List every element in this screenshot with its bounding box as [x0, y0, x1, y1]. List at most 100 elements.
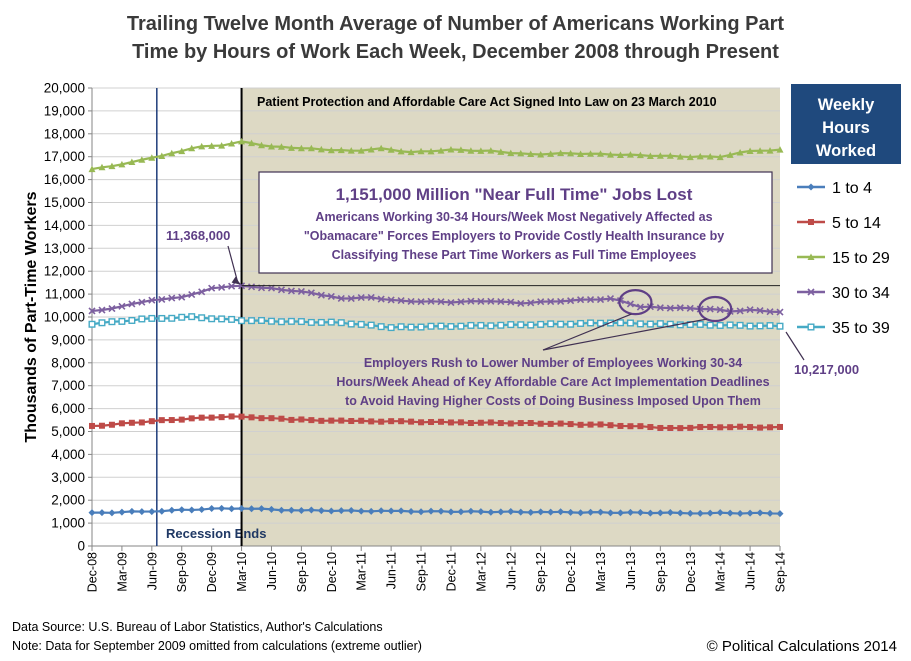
legend-35-to-39-label: 35 to 39 — [832, 320, 890, 337]
series-30-to-34-point — [88, 307, 96, 315]
series-1-to-4-point — [567, 508, 575, 516]
series-5-to-14-point — [398, 418, 405, 425]
series-1-to-4-point — [118, 508, 126, 516]
series-30-to-34-point — [527, 299, 535, 307]
series-1-to-4-point — [606, 509, 614, 517]
series-30-to-34-point — [188, 291, 196, 299]
callout-body-line: Classifying These Part Time Workers as F… — [332, 248, 697, 262]
series-15-to-29-point — [208, 142, 216, 149]
series-1-to-4-point — [267, 505, 275, 513]
series-35-to-39-point — [497, 321, 505, 329]
series-1-to-4-point — [776, 510, 784, 518]
series-1-to-4-point — [138, 508, 146, 516]
legend-30-to-34-label: 30 to 34 — [832, 285, 890, 302]
series-30-to-34-point — [357, 293, 365, 302]
series-1-to-4-point — [756, 509, 764, 517]
series-5-to-14-point — [128, 419, 135, 426]
series-1-to-4-point — [228, 505, 236, 513]
series-30-to-34-point — [656, 304, 664, 312]
x-tick-label: Jun-10 — [265, 552, 279, 590]
series-15-to-29-point — [557, 149, 565, 157]
series-1-to-4-point — [547, 508, 555, 516]
series-15-to-29-point — [228, 140, 236, 147]
series-5-to-14-point — [258, 415, 265, 422]
series-15-to-29-point — [198, 142, 206, 150]
y-tick-label: 12,000 — [44, 264, 85, 279]
y-tick-label: 20,000 — [44, 81, 85, 96]
series-5-to-14-point — [577, 421, 584, 428]
series-5-to-14-point — [547, 420, 554, 427]
series-1-to-4-point — [297, 506, 305, 514]
series-35-to-39-point — [407, 323, 415, 331]
series-35-to-39-point — [238, 317, 246, 325]
series-5-to-14-point — [168, 417, 175, 424]
data-source-note: Data Source: U.S. Bureau of Labor Statis… — [12, 620, 383, 634]
legend-35-to-39-point — [807, 323, 815, 331]
series-15-to-29-point — [327, 146, 335, 154]
series-15-to-29-point — [487, 147, 495, 154]
series-5-to-14-point — [278, 415, 285, 422]
series-30-to-34-point — [307, 289, 315, 297]
series-5-to-14-point — [747, 424, 754, 431]
series-15-to-29-point — [417, 147, 425, 155]
legend-15-to-29-point — [807, 253, 815, 260]
series-5-to-14-point — [368, 418, 375, 425]
series-15-to-29-line — [91, 140, 781, 171]
series-35-to-39-point — [597, 319, 605, 327]
series-30-to-34-point — [596, 295, 605, 304]
series-35-to-39-point — [766, 322, 774, 330]
x-tick-label: Dec-10 — [325, 552, 339, 592]
series-30-to-34-point — [497, 298, 505, 306]
y-tick-label: 9,000 — [51, 332, 85, 347]
series-30-to-34-line — [91, 284, 781, 314]
x-tick-label: Dec-12 — [564, 552, 578, 592]
series-35-to-39-point — [417, 323, 425, 331]
series-15-to-29-point — [696, 152, 704, 160]
series-5-to-14-point — [617, 422, 624, 429]
series-1-to-4-point — [287, 506, 295, 514]
series-35-to-39-point — [267, 317, 275, 325]
series-15-to-29-point — [537, 151, 545, 158]
series-1-to-4-point — [307, 506, 315, 514]
series-35-to-39-point — [656, 320, 664, 328]
series-35-to-39-point — [776, 322, 784, 330]
series-35-to-39-point — [347, 320, 355, 328]
series-15-to-29-point — [756, 147, 764, 154]
series-35-to-39-point — [507, 321, 515, 329]
series-30-to-34-point — [626, 300, 635, 308]
end-value-label: 10,217,000 — [794, 362, 859, 377]
series-5-to-14-point — [737, 423, 744, 430]
series-5-to-14-point — [507, 420, 514, 427]
series-35-to-39-point — [517, 321, 525, 329]
series-35-to-39-point — [477, 321, 485, 329]
series-30-to-34-point — [397, 296, 405, 305]
series-1-to-4-point — [507, 508, 515, 516]
series-30-to-34-point — [317, 291, 325, 299]
rush-arrow-1 — [542, 313, 632, 351]
series-1-to-4-point — [646, 509, 654, 517]
series-35-to-39-point — [148, 314, 156, 322]
series-35-to-39-point — [108, 318, 116, 326]
series-35-to-39-point — [577, 319, 585, 327]
y-tick-label: 0 — [77, 539, 85, 554]
series-5-to-14-point — [517, 420, 524, 427]
series-15-to-29-point — [447, 145, 455, 153]
callout-body-line: "Obamacare" Forces Employers to Provide … — [304, 229, 724, 243]
y-tick-label: 19,000 — [44, 103, 85, 118]
series-30-to-34-point — [407, 297, 415, 306]
y-axis-title: Thousands of Part-Time Workers — [23, 191, 40, 442]
series-30-to-34-point — [148, 296, 156, 304]
series-15-to-29-point — [716, 153, 724, 161]
series-1-to-4-point — [397, 507, 405, 515]
series-30-to-34-point — [218, 283, 226, 292]
series-15-to-29-point — [666, 152, 674, 159]
series-35-to-39-point — [437, 322, 445, 330]
series-5-to-14-point — [108, 421, 115, 428]
series-1-to-4-point — [327, 507, 335, 515]
series-1-to-4-point — [577, 509, 585, 517]
series-1-to-4-point — [178, 506, 186, 514]
x-tick-label: Dec-09 — [205, 552, 219, 592]
series-5-to-14-point — [348, 418, 355, 425]
series-35-to-39-point — [706, 321, 714, 329]
